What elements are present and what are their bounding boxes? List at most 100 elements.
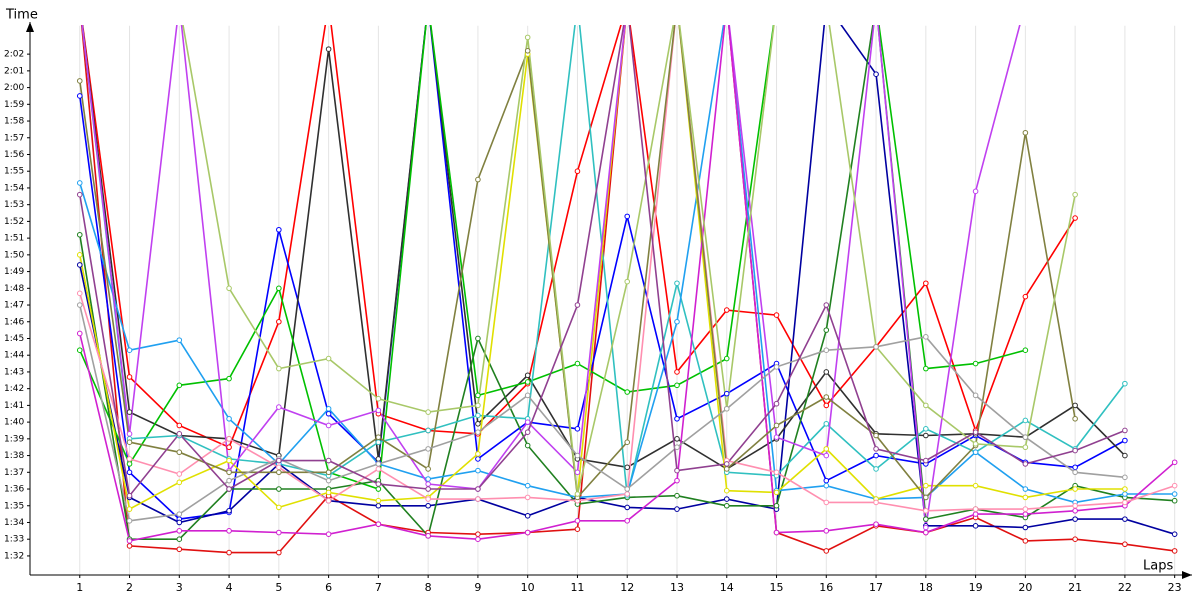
point <box>972 511 979 517</box>
point <box>1022 444 1029 451</box>
point <box>723 405 730 412</box>
point <box>126 456 133 462</box>
point <box>226 415 232 422</box>
x-tick-label: 14 <box>720 581 734 594</box>
series-line <box>79 304 1125 522</box>
point <box>774 2 779 7</box>
point <box>226 436 232 442</box>
point <box>76 262 83 268</box>
x-tick-label: 12 <box>620 581 634 594</box>
point <box>723 487 730 494</box>
y-tick-label: 1:48 <box>4 284 24 294</box>
point <box>723 390 730 397</box>
point <box>226 549 232 556</box>
point <box>675 2 680 7</box>
point <box>823 420 830 427</box>
point <box>226 528 232 534</box>
series-line <box>79 25 1126 520</box>
point <box>276 318 282 325</box>
point <box>624 464 631 471</box>
point <box>674 280 680 287</box>
point <box>923 524 929 531</box>
y-tick-label: 1:51 <box>4 234 24 244</box>
y-tick-label: 1:41 <box>4 401 24 411</box>
point <box>773 312 780 318</box>
point <box>126 492 133 499</box>
point <box>326 2 331 7</box>
point <box>475 531 481 537</box>
point <box>375 502 382 509</box>
point <box>425 476 431 482</box>
point <box>874 2 879 7</box>
point <box>873 499 879 506</box>
point <box>823 402 830 409</box>
point <box>823 528 830 534</box>
point <box>823 302 830 308</box>
point <box>176 479 183 486</box>
point <box>76 78 83 84</box>
point <box>823 446 830 452</box>
point <box>873 452 879 459</box>
y-tick-label: 1:34 <box>4 518 24 528</box>
point <box>674 506 680 512</box>
point <box>574 491 581 497</box>
point <box>177 2 182 7</box>
point <box>77 2 82 7</box>
point <box>475 429 481 435</box>
x-tick-label: 8 <box>425 581 432 594</box>
point <box>625 2 630 7</box>
y-tick-label: 1:35 <box>4 501 24 511</box>
point <box>874 2 879 7</box>
y-tick-label: 1:55 <box>4 167 24 177</box>
point <box>675 2 680 7</box>
point <box>1122 486 1128 492</box>
point <box>723 466 730 472</box>
point <box>426 2 431 7</box>
point <box>524 482 531 489</box>
point <box>524 34 531 41</box>
point <box>375 486 382 492</box>
point <box>1122 491 1128 497</box>
series-line <box>81 25 1021 528</box>
point <box>276 457 282 464</box>
point <box>524 372 531 379</box>
point <box>923 457 929 464</box>
point <box>524 392 531 399</box>
point <box>674 415 680 422</box>
x-tick-label: 6 <box>325 581 332 594</box>
point <box>77 2 82 7</box>
point <box>524 419 531 425</box>
y-tick-label: 1:42 <box>4 384 24 394</box>
point <box>1072 464 1078 471</box>
point <box>426 2 431 7</box>
point <box>675 2 680 7</box>
point <box>1122 380 1128 387</box>
point <box>375 481 382 487</box>
point <box>824 2 829 7</box>
point <box>624 439 631 445</box>
series-line <box>81 25 1126 470</box>
point <box>923 529 929 536</box>
point <box>625 2 630 7</box>
point <box>77 2 82 7</box>
point <box>76 252 83 258</box>
point <box>773 422 780 429</box>
point <box>176 519 183 526</box>
y-tick-label: 1:37 <box>4 468 24 478</box>
point <box>176 471 183 477</box>
point <box>276 504 282 511</box>
point <box>325 46 332 52</box>
y-tick-label: 1:52 <box>4 217 24 227</box>
point <box>475 402 481 409</box>
point <box>1072 536 1078 543</box>
point <box>873 466 879 472</box>
point <box>675 2 680 7</box>
point <box>475 335 481 342</box>
x-tick-label: 16 <box>819 581 833 594</box>
point <box>823 482 830 489</box>
point <box>723 461 730 467</box>
point <box>375 434 382 440</box>
point <box>972 188 979 195</box>
point <box>226 457 232 464</box>
point <box>625 2 630 7</box>
